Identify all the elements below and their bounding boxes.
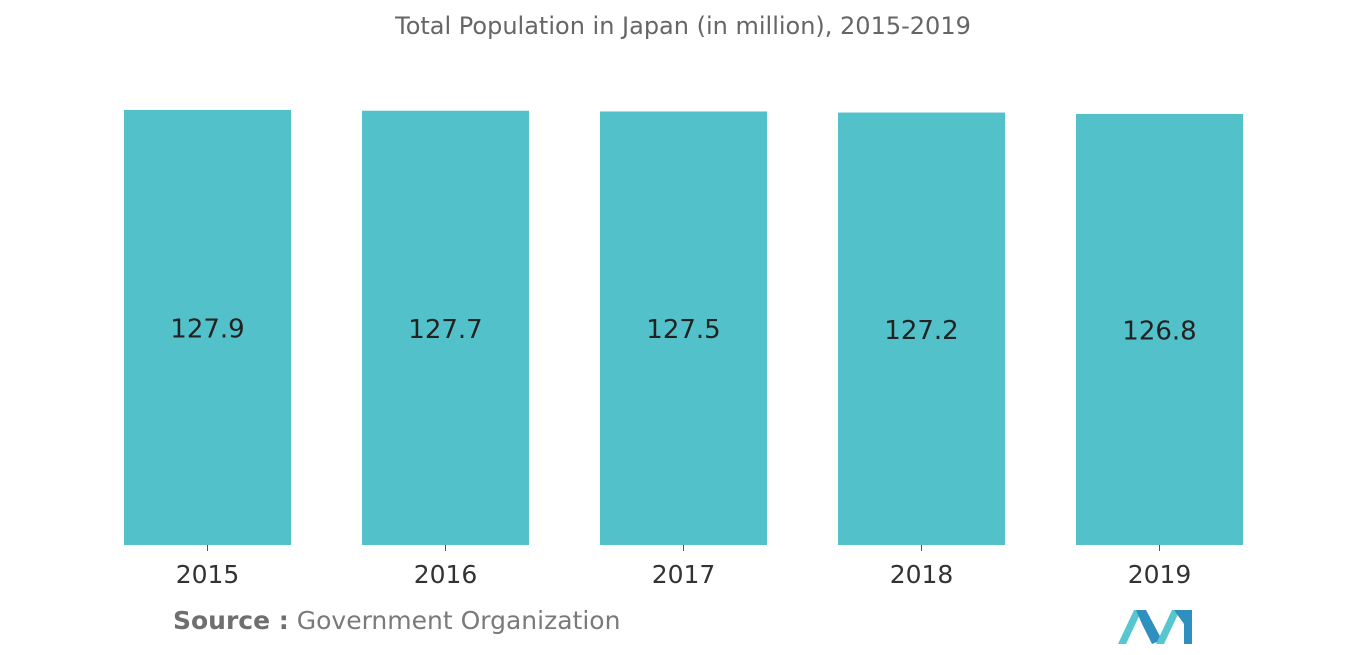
- mordor-intelligence-logo-icon: [1118, 610, 1192, 644]
- x-tick-label-2016: 2016: [414, 560, 478, 589]
- data-label-2015: 127.9: [170, 315, 244, 345]
- source-text: Government Organization: [296, 606, 621, 635]
- x-tick-label-2017: 2017: [652, 560, 716, 589]
- bar-2019: [1076, 114, 1243, 545]
- source-note: Source : Government Organization: [173, 606, 620, 635]
- bar-2017: [600, 111, 767, 546]
- source-label: Source :: [173, 606, 289, 635]
- x-tick-label-2015: 2015: [176, 560, 240, 589]
- x-tick-label-2018: 2018: [890, 560, 954, 589]
- bar-2016: [362, 110, 529, 546]
- x-tick-label-2019: 2019: [1128, 560, 1192, 589]
- bar-chart: 127.9 2015 127.7 2016 127.5 2017 127.2 2018 126.…: [124, 110, 1243, 589]
- bar-2018: [838, 112, 1005, 545]
- bar-2015: [124, 110, 291, 545]
- chart-title: Total Population in Japan (in million), …: [395, 12, 971, 40]
- data-label-2018: 127.2: [884, 316, 958, 346]
- data-label-2017: 127.5: [646, 315, 720, 345]
- data-label-2016: 127.7: [408, 315, 482, 345]
- data-label-2019: 126.8: [1122, 317, 1196, 347]
